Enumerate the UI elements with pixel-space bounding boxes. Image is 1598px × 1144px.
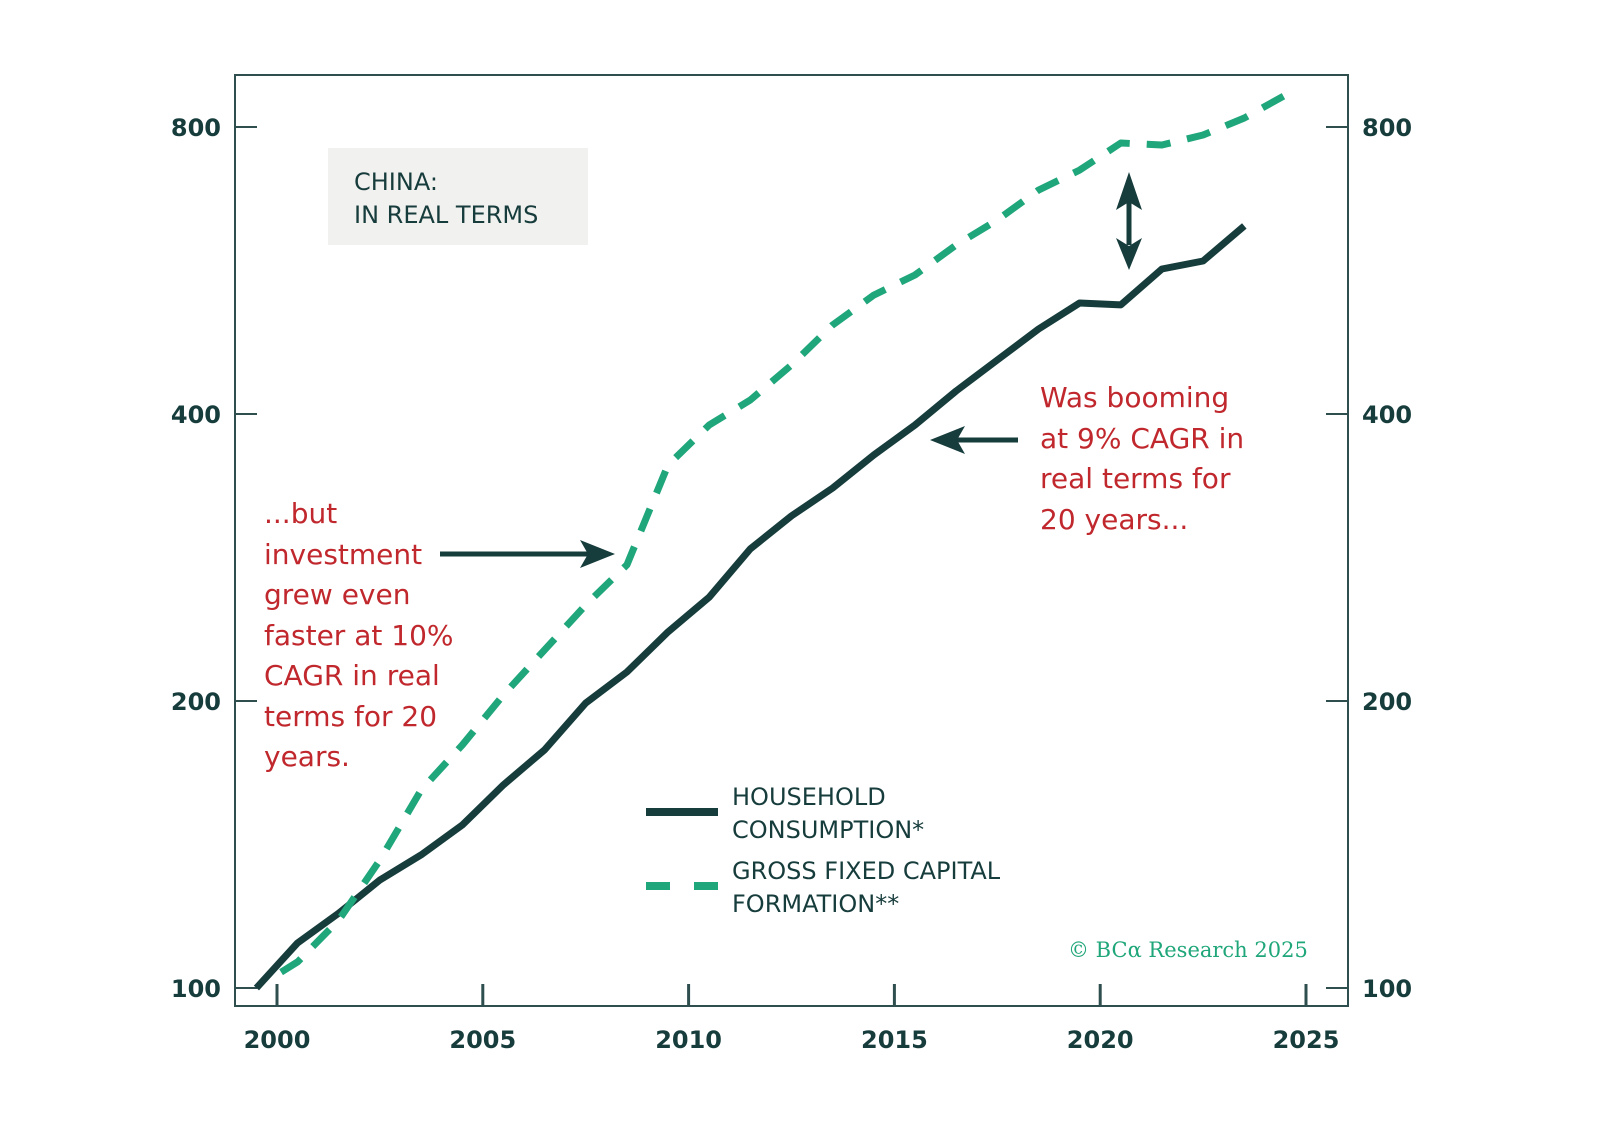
gap-arrow-head-up [1116,172,1142,210]
annotation-line: at 9% CAGR in [1040,421,1245,455]
annotation-line: Was booming [1040,381,1230,414]
series-line-household [253,223,1247,991]
y-tick-label-left: 100 [171,975,221,1003]
x-tick-label: 2020 [1067,1026,1134,1054]
chart-title: CHINA: IN REAL TERMS [354,168,539,229]
x-tick-label: 2000 [244,1026,311,1054]
x-tick-label: 2005 [449,1026,516,1054]
annotation-line: investment [264,537,423,571]
x-tick-label: 2010 [655,1026,722,1054]
x-tick-label: 2015 [861,1026,928,1054]
y-tick-label-right: 100 [1362,975,1412,1003]
annotation-line: grew even [264,578,411,611]
arrow-investment-head [580,540,615,568]
legend-line: HOUSEHOLD [732,783,886,811]
annotation-line: CAGR in real [264,659,440,692]
copyright: © BCα Research 2025 [1068,938,1308,962]
y-tick-label-left: 800 [171,114,221,142]
series-line-gfcf [279,92,1288,976]
legend-line: CONSUMPTION* [732,816,925,844]
y-tick-label-right: 400 [1362,401,1412,429]
annotation-investment: ...but investment grew even faster at 10… [264,494,454,778]
y-tick-label-left: 400 [171,401,221,429]
y-tick-label-right: 800 [1362,114,1412,142]
annotation-line: years. [264,740,350,773]
annotation-consumption: Was booming at 9% CAGR in real terms for… [1040,378,1244,540]
annotation-line: faster at 10% [264,618,454,652]
x-tick-label: 2025 [1273,1026,1340,1054]
annotation-line: terms for 20 [264,699,438,733]
legend-line: GROSS FIXED CAPITAL [732,857,1001,885]
chart-title-box: CHINA: IN REAL TERMS [328,148,588,245]
y-tick-label-left: 200 [171,688,221,716]
legend-line: FORMATION** [732,890,900,918]
annotation-line: ...but [264,497,338,530]
y-tick-label-right: 200 [1362,688,1412,716]
annotation-line: 20 years... [1040,502,1189,536]
plot-frame [234,74,1349,1007]
legend-label-gfcf: GROSS FIXED CAPITAL FORMATION** [732,855,1000,921]
gap-arrow-head-down [1116,238,1142,270]
arrow-consumption-head [930,426,965,454]
annotation-line: real terms for [1040,462,1231,495]
legend-label-household: HOUSEHOLD CONSUMPTION* [732,781,924,847]
